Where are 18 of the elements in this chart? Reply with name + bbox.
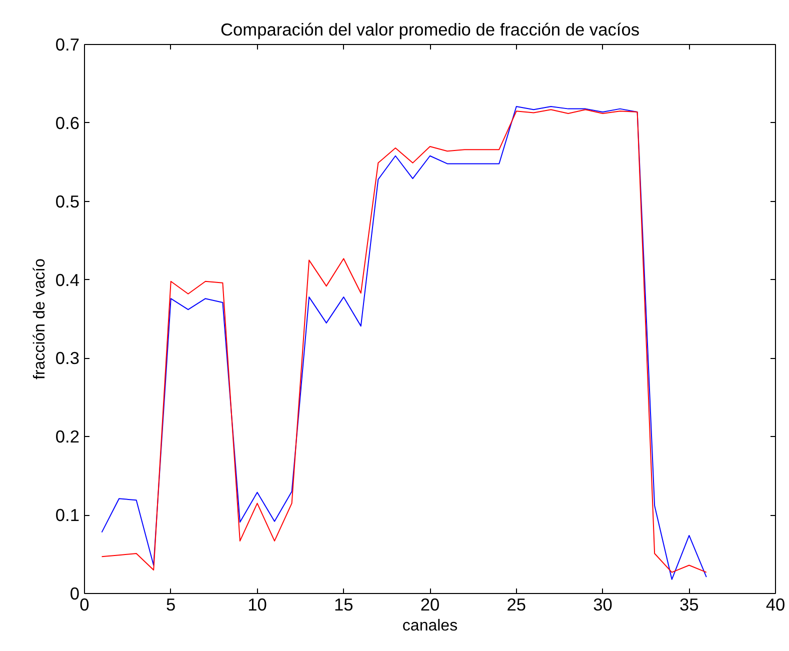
x-tick-label: 35 — [679, 594, 699, 614]
x-axis-title: canales — [402, 618, 458, 634]
y-tick-label: 0.7 — [55, 34, 80, 54]
y-tick-label: 0.1 — [55, 505, 80, 526]
x-tick-label: 15 — [334, 594, 354, 614]
x-tick-label: 30 — [593, 594, 612, 614]
x-tick-label: 10 — [248, 594, 267, 614]
x-tick-label: 5 — [166, 594, 176, 614]
x-tick-label: 40 — [766, 594, 786, 614]
y-tick-label: 0.5 — [55, 191, 80, 212]
y-tick-label: 0.6 — [55, 112, 80, 133]
y-tick-label: 0.2 — [55, 426, 80, 447]
chart-title: Comparación del valor promedio de fracción de vacíos — [220, 20, 640, 40]
y-tick-label: 0.4 — [55, 270, 80, 290]
y-tick-label: 0.3 — [55, 348, 80, 368]
y-axis-title: fracción de vacío — [31, 258, 48, 380]
x-tick-label: 20 — [420, 594, 440, 614]
x-tick-label: 25 — [506, 594, 526, 614]
